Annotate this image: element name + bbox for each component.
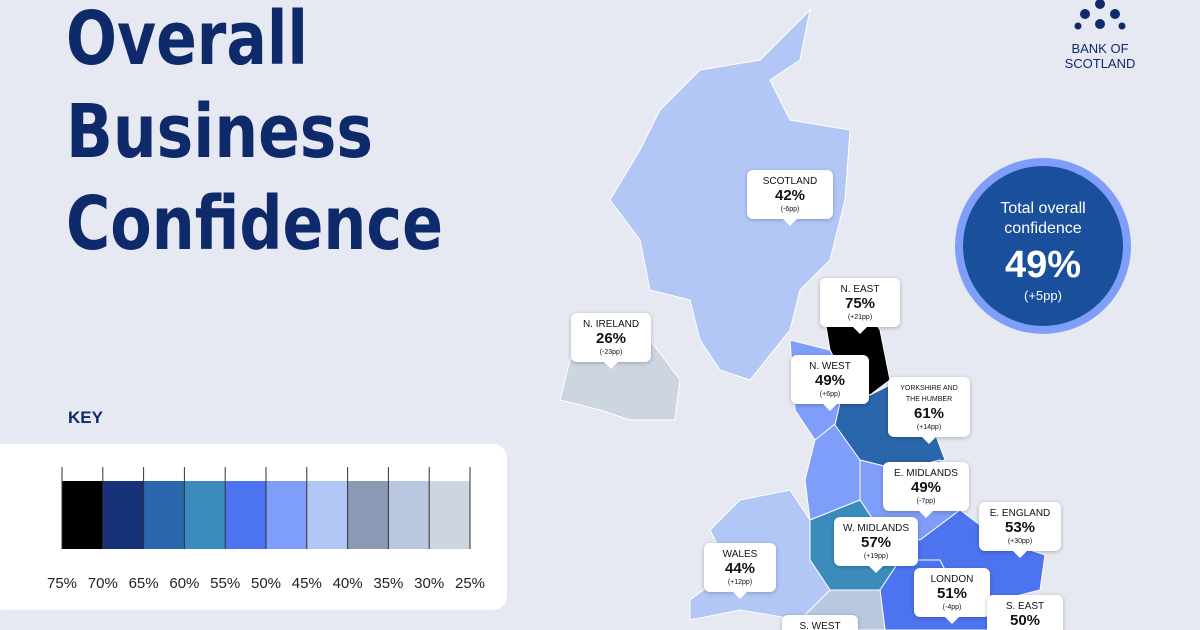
region-callout: S. WEST bbox=[782, 615, 858, 630]
key-swatch bbox=[347, 481, 389, 549]
region-change: (-6pp) bbox=[780, 206, 800, 213]
region-callout: W. MIDLANDS 57% (+19pp) bbox=[834, 517, 918, 573]
total-label-line: Total overall bbox=[1000, 200, 1085, 217]
region-name: YORKSHIRE AND THE HUMBER bbox=[900, 385, 958, 403]
region-value: 49% bbox=[814, 372, 846, 389]
region-value: 44% bbox=[724, 560, 756, 577]
key-label: 35% bbox=[373, 575, 403, 592]
logo: BANK OF SCOTLAND bbox=[1065, 0, 1136, 71]
region-callout: N. WEST 49% (+6pp) bbox=[791, 355, 869, 411]
key-label: 65% bbox=[129, 575, 159, 592]
region-callout: YORKSHIRE AND THE HUMBER 61% (+14pp) bbox=[888, 377, 970, 444]
total-label: Total overall confidence bbox=[1000, 200, 1085, 237]
title-line: Confidence bbox=[66, 181, 443, 267]
region-callout: E. MIDLANDS 49% (-7pp) bbox=[883, 462, 969, 518]
region-value: 75% bbox=[844, 295, 876, 312]
region-name: E. MIDLANDS bbox=[894, 468, 958, 479]
region-value: 61% bbox=[913, 405, 945, 422]
key-title: KEY bbox=[68, 408, 104, 427]
region-name: N. IRELAND bbox=[582, 319, 640, 330]
total-label-line: confidence bbox=[1004, 220, 1081, 237]
key-swatch bbox=[266, 481, 307, 549]
key-swatch bbox=[225, 481, 266, 549]
region-change: (-23pp) bbox=[599, 349, 623, 356]
region-callout: WALES 44% (+12pp) bbox=[704, 543, 776, 599]
key-swatch bbox=[62, 481, 103, 549]
key-swatch bbox=[306, 481, 348, 549]
title: Overall Business Confidence bbox=[66, 0, 443, 267]
region-name: LONDON bbox=[930, 574, 974, 585]
key-swatch bbox=[184, 481, 226, 549]
region-value: 53% bbox=[1004, 519, 1036, 536]
region-callout: N. EAST 75% (+21pp) bbox=[820, 278, 900, 334]
region-change: (+21pp) bbox=[847, 314, 873, 321]
region-change: (-4pp) bbox=[942, 604, 962, 611]
region-callout: SCOTLAND 42% (-6pp) bbox=[747, 170, 833, 226]
key-label: 30% bbox=[414, 575, 444, 592]
title-line: Overall bbox=[66, 0, 308, 82]
total-value: 49% bbox=[1005, 244, 1081, 286]
region-name: N. WEST bbox=[809, 361, 851, 372]
total-change: (+5pp) bbox=[1024, 288, 1062, 303]
region-callout: N. IRELAND 26% (-23pp) bbox=[571, 313, 651, 369]
region-name: E. ENGLAND bbox=[989, 508, 1051, 519]
region-value: 57% bbox=[860, 534, 892, 551]
key: KEY 75% 70% 65% 60% 55% 50% 45% 40% 35% 30% 25% bbox=[0, 408, 507, 610]
key-swatch bbox=[143, 481, 185, 549]
region-value: 49% bbox=[910, 479, 942, 496]
region-change: (-7pp) bbox=[916, 498, 936, 505]
key-label: 25% bbox=[455, 575, 485, 592]
region-name: S. WEST bbox=[799, 621, 841, 630]
region-name: W. MIDLANDS bbox=[842, 523, 910, 534]
key-label: 75% bbox=[47, 575, 77, 592]
region-name: S. EAST bbox=[1005, 601, 1045, 612]
logo-text: BANK OF bbox=[1071, 41, 1128, 56]
title-line: Business bbox=[66, 89, 373, 175]
region-change: (+30pp) bbox=[1007, 538, 1033, 545]
key-label: 50% bbox=[251, 575, 281, 592]
key-label: 40% bbox=[333, 575, 363, 592]
region-value: 50% bbox=[1009, 612, 1041, 629]
key-label: 45% bbox=[292, 575, 322, 592]
region-value: 51% bbox=[936, 585, 968, 602]
region-change: (+6pp) bbox=[819, 391, 841, 398]
region-change: (+14pp) bbox=[916, 424, 942, 431]
region-callout: LONDON 51% (-4pp) bbox=[914, 568, 990, 624]
logo-text: SCOTLAND bbox=[1065, 56, 1136, 71]
scotland bbox=[609, 8, 851, 381]
key-swatch bbox=[429, 481, 470, 549]
total-badge: Total overall confidence 49% (+5pp) bbox=[955, 158, 1131, 334]
key-swatch bbox=[388, 481, 430, 549]
key-label: 70% bbox=[88, 575, 118, 592]
key-swatch bbox=[102, 481, 144, 549]
region-name: N. EAST bbox=[840, 284, 880, 295]
region-callout: S. EAST 50% bbox=[987, 595, 1063, 630]
region-value: 26% bbox=[595, 330, 627, 347]
region-callout: E. ENGLAND 53% (+30pp) bbox=[979, 502, 1061, 558]
key-label: 60% bbox=[169, 575, 199, 592]
region-change: (+19pp) bbox=[863, 553, 889, 560]
region-name: SCOTLAND bbox=[762, 176, 818, 187]
key-label: 55% bbox=[210, 575, 240, 592]
region-name: WALES bbox=[722, 549, 758, 560]
region-value: 42% bbox=[774, 187, 806, 204]
region-change: (+12pp) bbox=[727, 579, 753, 586]
